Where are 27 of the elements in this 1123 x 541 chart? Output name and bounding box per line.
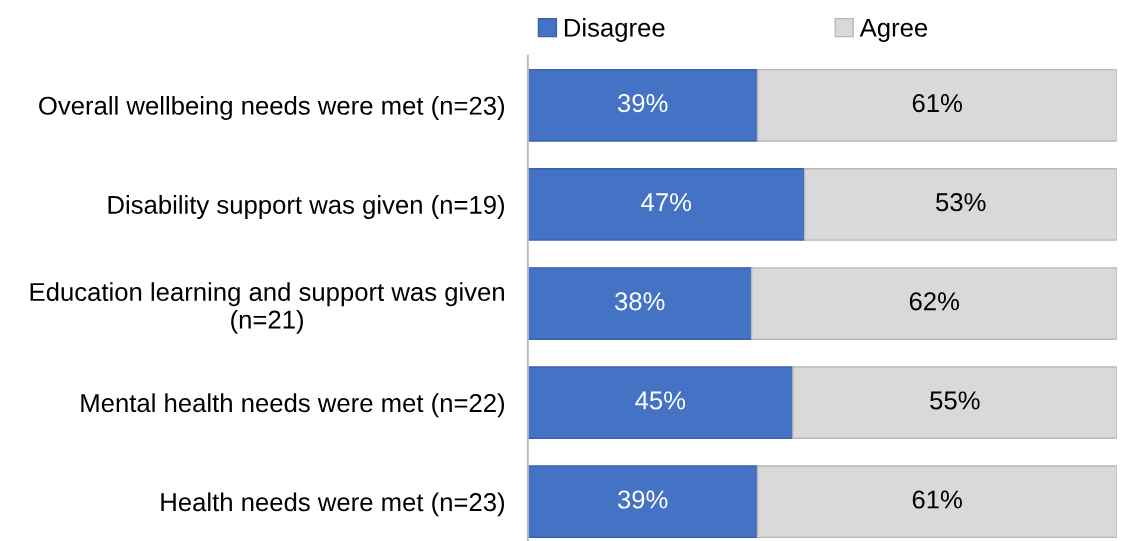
data-label: 61% <box>912 93 962 113</box>
bar <box>756 465 1117 539</box>
data-label: 47% <box>641 193 692 212</box>
data-label: 38% <box>614 292 665 311</box>
data-label: 39% <box>617 93 668 113</box>
bar <box>527 267 753 340</box>
bar <box>527 465 759 539</box>
y-tick-label: Health needs were met (n=23) <box>161 492 505 517</box>
data-label: 45% <box>635 391 686 410</box>
data-label: 61% <box>912 490 962 509</box>
y-tick-label: Mental health needs were met (n=22) <box>81 393 505 418</box>
y-tick-label: Education learning and support was given (n=21) <box>30 282 504 334</box>
bar <box>527 366 794 439</box>
bar <box>750 267 1117 340</box>
bar <box>792 366 1117 439</box>
data-label: 53% <box>936 193 986 212</box>
data-label: 55% <box>930 391 980 410</box>
y-tick-label: Disability support was given (n=19) <box>108 195 505 220</box>
bar <box>527 68 759 142</box>
bar <box>527 168 806 241</box>
legend-label: Agree <box>859 18 928 42</box>
bar <box>756 68 1117 142</box>
legend-label: Disagree <box>564 17 665 42</box>
y-tick-label: Overall wellbeing needs were met (n=23) <box>39 95 505 120</box>
data-label: 39% <box>617 490 668 509</box>
data-label: 62% <box>909 292 960 311</box>
bar <box>803 168 1117 241</box>
